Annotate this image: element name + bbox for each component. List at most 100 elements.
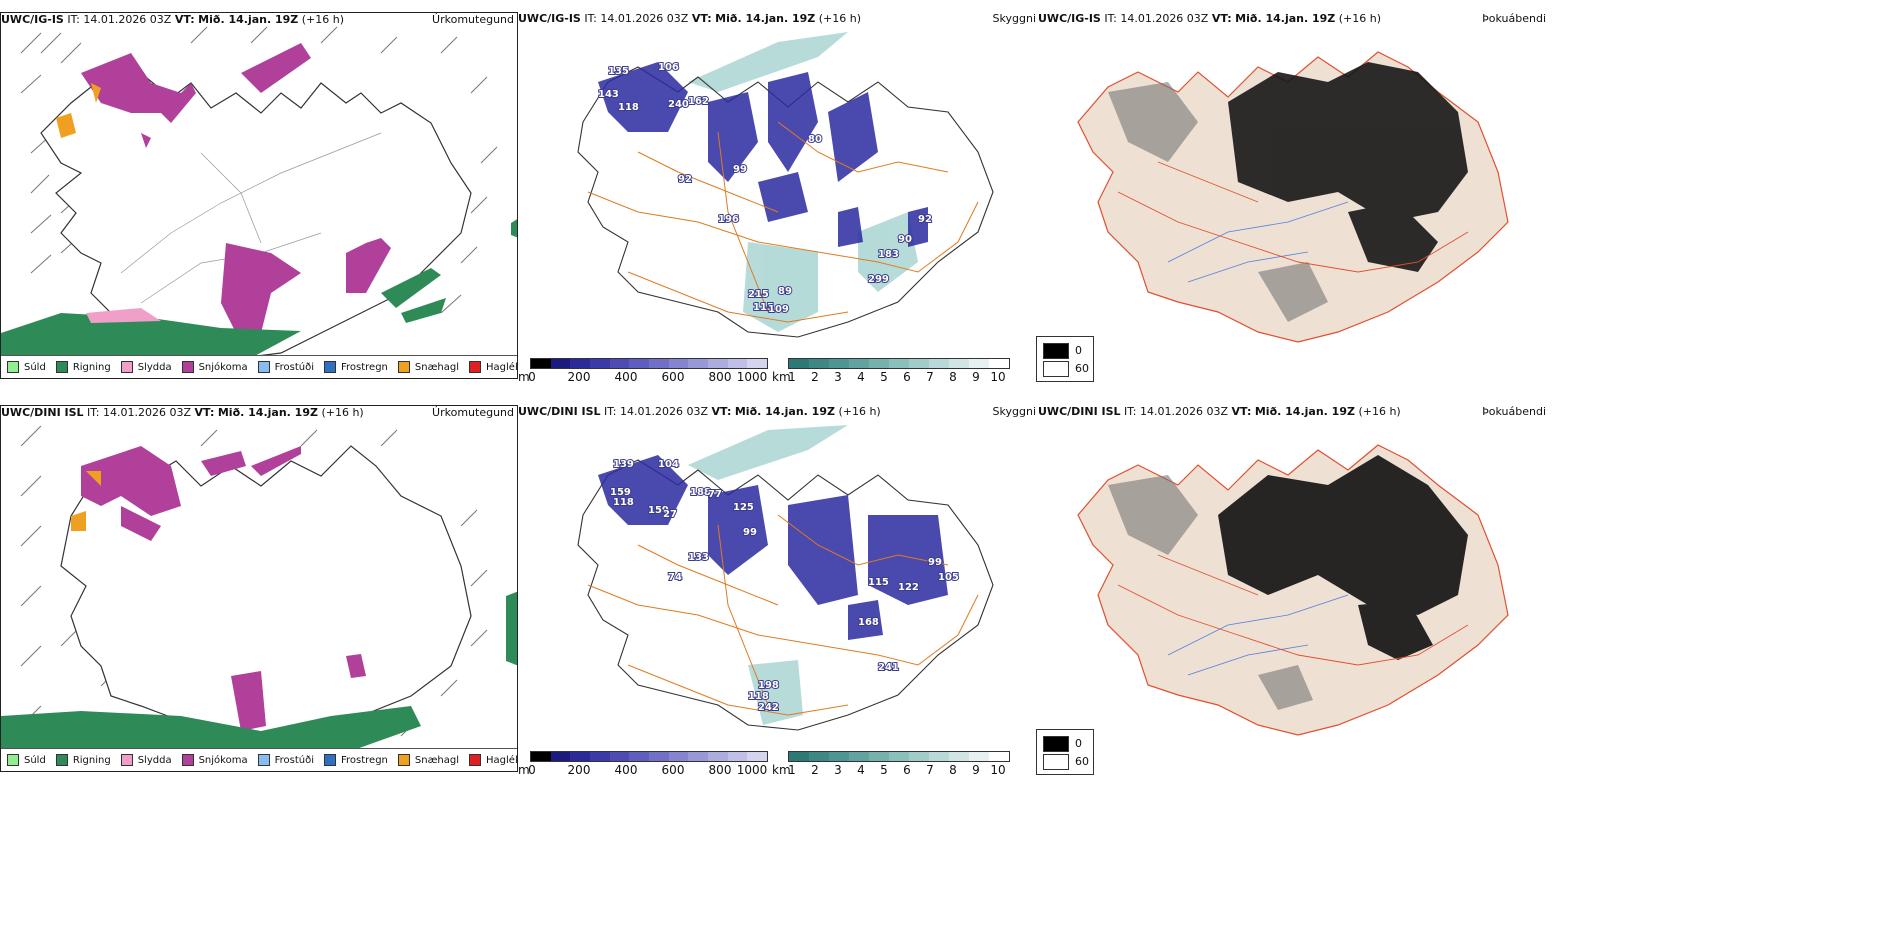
low-ceiling-areas	[598, 455, 948, 640]
legend-item-rigning: Rigning	[55, 361, 111, 373]
visibility-tick: 4	[857, 370, 865, 384]
fog-legend: 0 60	[1036, 729, 1094, 775]
ceiling-value-label: 90	[898, 234, 912, 245]
visibility-tick: 2	[811, 763, 819, 777]
swatch	[324, 754, 336, 766]
iceland-outline	[60, 445, 472, 752]
swatch	[7, 754, 19, 766]
ceiling-value-label: 188	[690, 487, 711, 498]
fog-dark-areas	[1218, 455, 1468, 660]
roads	[1117, 554, 1469, 666]
swatch	[120, 754, 133, 766]
colorbar-segment	[869, 752, 889, 761]
colorbar-segment	[531, 359, 551, 368]
ceiling-tick: 400	[614, 763, 638, 777]
ceiling-value-label: 80	[808, 134, 822, 145]
ceiling-colorbar-ramp	[530, 751, 768, 762]
map-fog-dini	[1077, 444, 1509, 736]
visibility-tick: 10	[990, 370, 1006, 384]
legend-item-frostudi: Frostúði	[257, 754, 314, 766]
ceiling-value-label: 299	[868, 274, 889, 285]
colorbar-segment	[969, 359, 989, 368]
colorbar-segment	[570, 359, 591, 368]
colorbar-segment	[909, 752, 929, 761]
panel-title: UWC/DINI ISL IT: 14.01.2026 03Z VT: Mið.…	[518, 405, 881, 418]
map-precip-type-dini	[1, 425, 517, 768]
snow-areas	[81, 43, 391, 333]
panel-fog-igis: UWC/IG-IS IT: 14.01.2026 03Z VT: Mið. 14…	[1038, 12, 1550, 379]
ceiling-tick: 1000	[736, 763, 768, 777]
colorbar-segment	[668, 752, 689, 761]
colorbar-segment	[590, 752, 610, 761]
ceiling-value-label: 125	[733, 502, 754, 513]
colorbar-segment	[989, 752, 1009, 761]
ceiling-tick: 0	[528, 763, 536, 777]
panel-title: UWC/IG-IS IT: 14.01.2026 03Z VT: Mið. 14…	[1, 13, 345, 26]
colorbar-segment	[747, 752, 768, 761]
snow-areas	[81, 446, 366, 731]
ceiling-tick: 800	[708, 763, 732, 777]
ceiling-value-label: 122	[898, 582, 919, 593]
fog-legend: 0 60	[1036, 336, 1094, 382]
map-fog-igis	[1077, 51, 1509, 343]
ceiling-value-label: 99	[733, 164, 747, 175]
legend-item-snaehagl: Snæhagl	[397, 754, 459, 766]
low-ceiling-areas	[598, 62, 928, 247]
ceiling-tick: 1000	[736, 370, 768, 384]
map-precip-type-igis	[1, 26, 517, 378]
variable-label: Úrkomutegund	[432, 13, 514, 26]
graupel-areas	[56, 83, 101, 138]
ceiling-value-label: 135	[608, 66, 629, 77]
ceiling-value-label: 99	[743, 527, 757, 538]
colorbar-segment	[668, 359, 689, 368]
colorbar-segment	[989, 359, 1009, 368]
ceiling-value-label: 241	[878, 662, 899, 673]
colorbar-segment	[829, 359, 849, 368]
swatch	[469, 361, 482, 373]
swatch	[181, 361, 194, 373]
ceiling-tick: 800	[708, 370, 732, 384]
swatch	[397, 361, 410, 373]
visibility-tick: 4	[857, 763, 865, 777]
precip-legend: Súld Rigning Slydda Snjókoma Frostúði Fr…	[1, 355, 517, 378]
visibility-tick: 1	[788, 370, 796, 384]
colorbar-segment	[869, 359, 889, 368]
visibility-tick: 8	[949, 370, 957, 384]
ceiling-value-label: 27	[663, 509, 677, 520]
ceiling-value-label: 139	[613, 459, 634, 470]
swatch	[397, 754, 410, 766]
legend-item-snjokoma: Snjókoma	[181, 361, 248, 373]
fog-legend-swatch-light	[1043, 754, 1069, 770]
low-visibility-areas	[688, 425, 848, 725]
visibility-unit: km	[772, 763, 791, 777]
ceiling-value-label: 109	[768, 304, 789, 315]
low-visibility-areas	[688, 32, 918, 332]
ceiling-value-label: 196	[718, 214, 739, 225]
sleet-area	[86, 308, 161, 323]
fog-legend-swatch-light	[1043, 361, 1069, 377]
legend-item-snjokoma: Snjókoma	[181, 754, 248, 766]
colorbar-segment	[909, 359, 929, 368]
visibility-tick: 5	[880, 763, 888, 777]
colorbar-segment	[531, 752, 551, 761]
rivers	[1167, 594, 1349, 676]
legend-item-haglel: Haglél	[469, 361, 517, 373]
ceiling-value-label: 77	[708, 489, 722, 500]
ceiling-value-label: 118	[748, 691, 769, 702]
ceiling-value-label: 133	[688, 552, 709, 563]
ceiling-colorbar: m 0 200 400 600 800 1000	[518, 352, 768, 396]
colorbar-segment	[949, 752, 969, 761]
colorbar-segment	[889, 359, 909, 368]
visibility-tick: 7	[926, 370, 934, 384]
variable-label: Skyggni	[992, 405, 1036, 418]
visibility-tick: 6	[903, 370, 911, 384]
colorbar-segment	[550, 359, 571, 368]
panel-precip-type-dini: UWC/DINI ISL IT: 14.01.2026 03Z VT: Mið.…	[0, 405, 518, 772]
panel-title: UWC/IG-IS IT: 14.01.2026 03Z VT: Mið. 14…	[518, 12, 862, 25]
ceiling-value-label: 106	[658, 62, 679, 73]
visibility-colorbar-ramp	[788, 358, 1010, 369]
visibility-tick: 2	[811, 370, 819, 384]
swatch	[7, 361, 19, 373]
